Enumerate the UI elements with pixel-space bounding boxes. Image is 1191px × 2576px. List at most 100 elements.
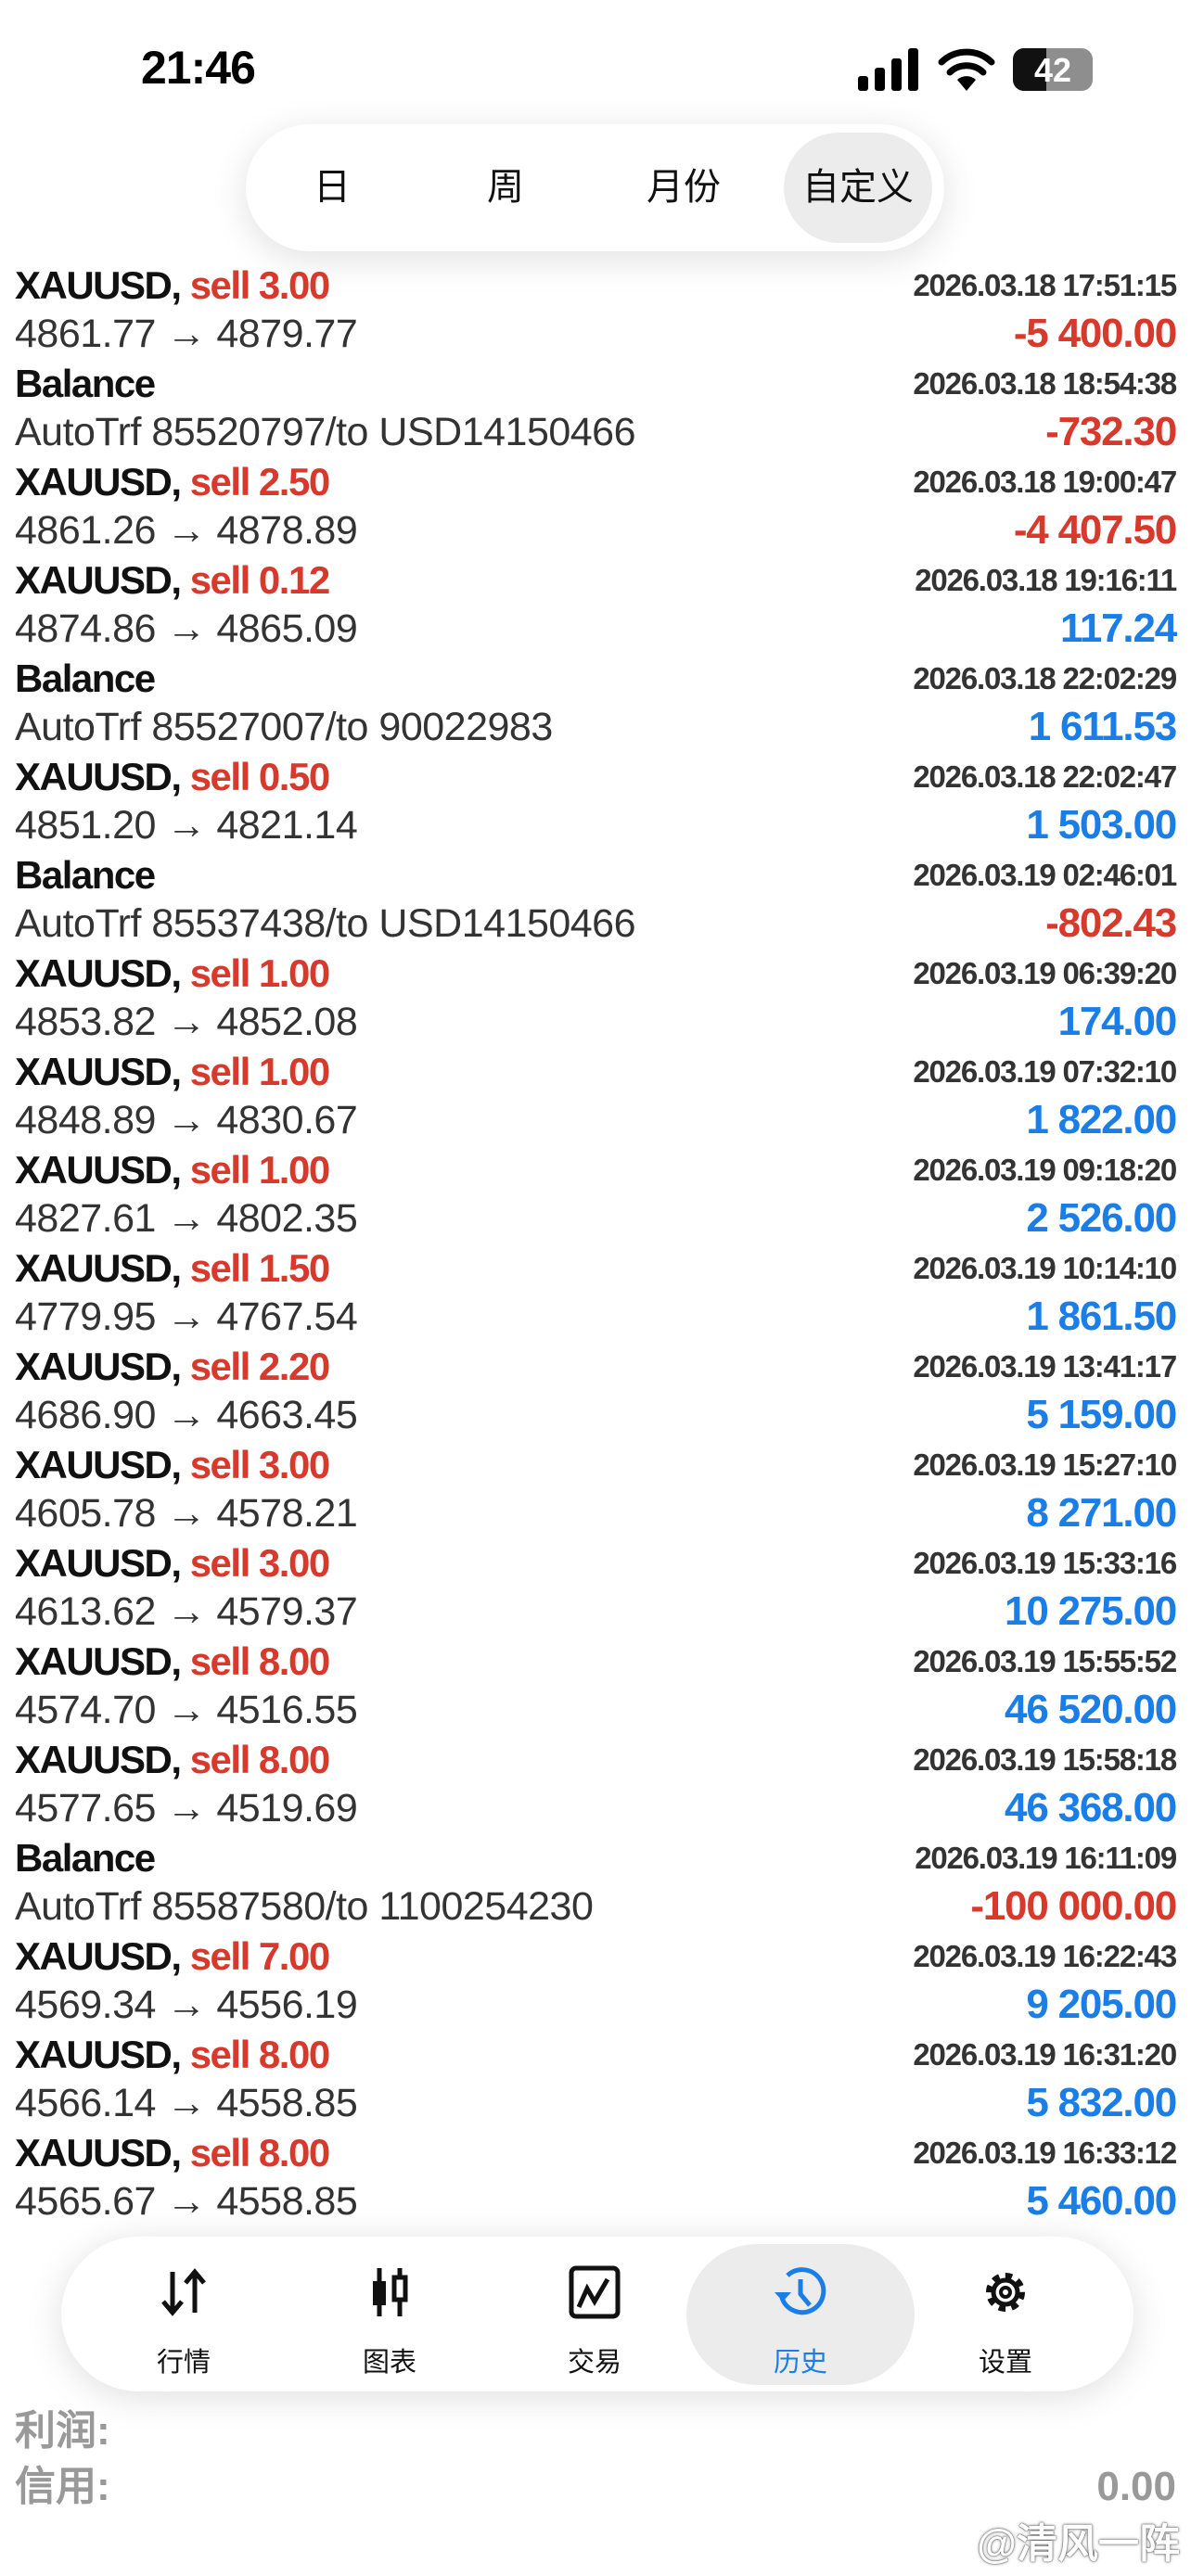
deal-time: 2026.03.19 07:32:10 [913,1054,1177,1089]
deal-prices: 4851.20 → 4821.14 [15,803,358,848]
deal-profit: 2 526.00 [1026,1195,1177,1241]
watermark: @清风一阵 [977,2521,1180,2567]
deal-title: XAUUSD, sell 3.00 [15,1441,330,1489]
deal-row[interactable]: XAUUSD, sell 3.00 2026.03.18 17:51:15 48… [0,261,1191,360]
deal-prices: 4853.82 → 4852.08 [15,1000,358,1044]
deal-time: 2026.03.19 15:58:18 [913,1742,1177,1777]
deal-time: 2026.03.19 16:22:43 [913,1939,1177,1973]
deal-time: 2026.03.18 19:00:47 [913,465,1177,499]
deal-row[interactable]: Balance 2026.03.19 02:46:01 AutoTrf 8553… [0,851,1191,950]
deal-row[interactable]: XAUUSD, sell 8.00 2026.03.19 15:55:52 45… [0,1638,1191,1736]
deal-row[interactable]: Balance 2026.03.19 16:11:09 AutoTrf 8558… [0,1834,1191,1932]
deal-title: XAUUSD, sell 8.00 [15,1736,330,1784]
deal-side-volume: sell 0.12 [189,558,330,602]
battery-icon: 42 [1013,48,1093,91]
deal-profit: -732.30 [1045,409,1177,454]
deal-row[interactable]: XAUUSD, sell 1.00 2026.03.19 06:39:20 48… [0,950,1191,1048]
deal-row[interactable]: XAUUSD, sell 3.00 2026.03.19 15:33:16 46… [0,1539,1191,1638]
deal-row[interactable]: XAUUSD, sell 8.00 2026.03.19 15:58:18 45… [0,1736,1191,1834]
deal-row[interactable]: Balance 2026.03.18 18:54:38 AutoTrf 8552… [0,360,1191,458]
deal-time: 2026.03.19 15:33:16 [913,1546,1177,1580]
deal-row[interactable]: XAUUSD, sell 2.20 2026.03.19 13:41:17 46… [0,1343,1191,1441]
deal-symbol: XAUUSD, [15,1738,182,1781]
deal-symbol: XAUUSD, [15,460,182,504]
deal-row[interactable]: XAUUSD, sell 0.50 2026.03.18 22:02:47 48… [0,753,1191,851]
deal-symbol: XAUUSD, [15,1639,182,1683]
deal-title: XAUUSD, sell 1.50 [15,1244,330,1293]
deal-prices: 4566.14 → 4558.85 [15,2081,358,2125]
deal-side-volume: sell 1.00 [189,1050,330,1093]
deal-symbol: XAUUSD, [15,2033,182,2076]
period-tab-week[interactable]: 周 [487,167,524,208]
period-tab-day[interactable]: 日 [314,167,351,208]
deal-symbol: Balance [15,362,156,405]
bottom-tab-bar: 行情 图表 交易 历史 设置 [61,2237,1133,2391]
deal-side-volume: sell 8.00 [189,1738,330,1781]
deal-title: XAUUSD, sell 0.50 [15,753,330,801]
deal-prices: 4874.86 → 4865.09 [15,606,358,651]
deal-symbol: XAUUSD, [15,951,182,995]
quotes-arrows-icon [161,2268,206,2316]
deal-row[interactable]: XAUUSD, sell 1.00 2026.03.19 07:32:10 48… [0,1048,1191,1146]
deal-title: Balance [15,851,156,899]
deal-prices: 4577.65 → 4519.69 [15,1786,358,1830]
deal-side-volume: sell 8.00 [189,2033,330,2076]
deal-symbol: XAUUSD, [15,1050,182,1093]
deal-row[interactable]: XAUUSD, sell 1.50 2026.03.19 10:14:10 47… [0,1244,1191,1343]
deal-row[interactable]: XAUUSD, sell 1.00 2026.03.19 09:18:20 48… [0,1146,1191,1244]
deal-side-volume: sell 1.00 [189,951,330,995]
deal-prices: 4779.95 → 4767.54 [15,1294,358,1339]
deal-profit: 8 271.00 [1026,1490,1177,1536]
deal-profit: 1 861.50 [1026,1294,1177,1339]
deal-profit: 1 611.53 [1028,704,1177,749]
deal-row[interactable]: XAUUSD, sell 2.50 2026.03.18 19:00:47 48… [0,458,1191,556]
deal-side-volume: sell 3.00 [189,1541,330,1585]
deal-time: 2026.03.18 22:02:47 [913,759,1177,794]
deal-profit: 174.00 [1057,999,1178,1044]
tab-history[interactable]: 历史 [686,2244,915,2385]
period-tab-custom[interactable]: 自定义 [784,133,932,243]
trade-chart-icon [569,2265,621,2319]
deal-side-volume: sell 7.00 [189,1934,330,1978]
deal-symbol: XAUUSD, [15,755,182,798]
deal-title: XAUUSD, sell 0.12 [15,556,330,605]
deal-side-volume: sell 3.00 [189,263,330,307]
deal-symbol: XAUUSD, [15,1345,182,1388]
deal-profit: 5 832.00 [1026,2080,1177,2125]
wifi-icon [938,48,995,91]
deal-profit: 1 503.00 [1026,802,1177,848]
deal-prices: AutoTrf 85587580/to 1100254230 [15,1884,594,1929]
tab-quotes[interactable]: 行情 [70,2244,298,2385]
battery-level: 42 [1033,51,1072,89]
deal-time: 2026.03.19 09:18:20 [913,1153,1177,1187]
deal-time: 2026.03.19 02:46:01 [913,858,1177,892]
deal-profit: -802.43 [1045,900,1177,946]
deal-title: Balance [15,655,156,703]
tab-charts[interactable]: 图表 [275,2244,504,2385]
deal-title: XAUUSD, sell 3.00 [15,261,330,310]
deal-row[interactable]: XAUUSD, sell 7.00 2026.03.19 16:22:43 45… [0,1932,1191,2031]
deal-prices: AutoTrf 85520797/to USD14150466 [15,410,636,454]
deal-row[interactable]: XAUUSD, sell 8.00 2026.03.19 16:33:12 45… [0,2129,1191,2227]
settings-gear-icon [986,2273,1025,2312]
deal-prices: 4569.34 → 4556.19 [15,1983,358,2027]
deal-profit: 117.24 [1060,606,1177,651]
deal-time: 2026.03.19 16:31:20 [913,2037,1177,2072]
deal-row[interactable]: XAUUSD, sell 3.00 2026.03.19 15:27:10 46… [0,1441,1191,1539]
deal-prices: AutoTrf 85537438/to USD14150466 [15,901,636,946]
deal-prices: 4574.70 → 4516.55 [15,1688,358,1732]
deal-row[interactable]: XAUUSD, sell 8.00 2026.03.19 16:31:20 45… [0,2031,1191,2129]
deal-row[interactable]: Balance 2026.03.18 22:02:29 AutoTrf 8552… [0,655,1191,753]
deal-symbol: XAUUSD, [15,263,182,307]
deal-prices: 4605.78 → 4578.21 [15,1491,358,1536]
tab-settings[interactable]: 设置 [891,2244,1120,2385]
history-clock-icon [775,2267,826,2315]
clock: 21:46 [141,42,256,94]
tab-trade[interactable]: 交易 [480,2244,709,2385]
deal-history-list[interactable]: XAUUSD, sell 3.00 2026.03.18 17:51:15 48… [0,261,1191,2227]
deal-prices: 4861.77 → 4879.77 [15,312,358,356]
profit-label: 利润: [15,2408,110,2454]
deal-row[interactable]: XAUUSD, sell 0.12 2026.03.18 19:16:11 48… [0,556,1191,655]
period-tab-month[interactable]: 月份 [647,167,721,208]
deal-profit: 10 275.00 [1005,1588,1177,1634]
